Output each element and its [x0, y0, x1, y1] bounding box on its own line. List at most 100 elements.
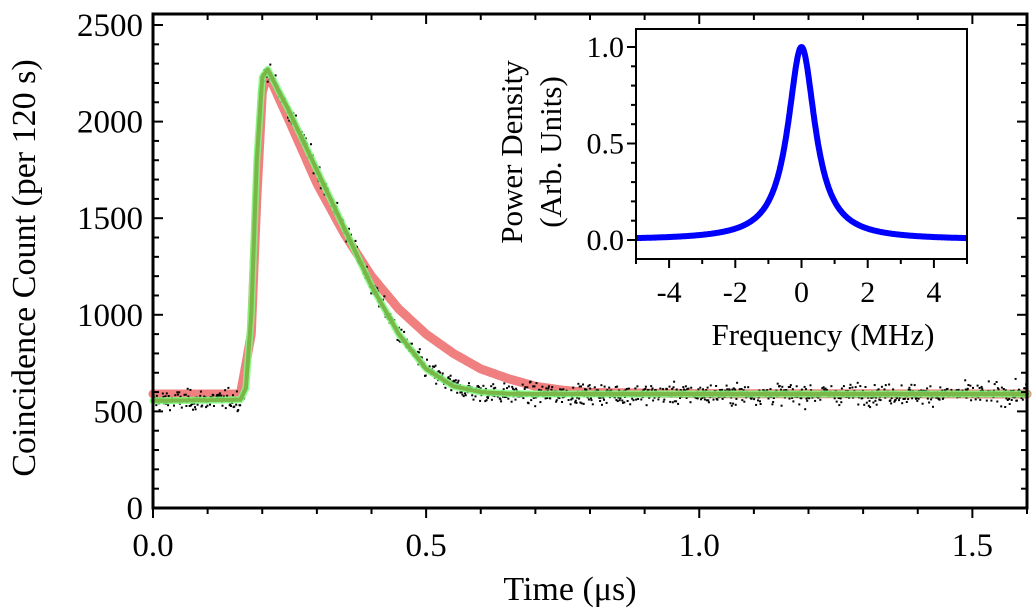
data-point [1017, 388, 1020, 391]
data-point [804, 408, 807, 411]
data-point [567, 399, 570, 401]
data-point [902, 398, 905, 400]
data-point [418, 351, 421, 354]
x-tick-label: 0.5 [406, 528, 447, 564]
data-point [541, 385, 544, 388]
data-point [686, 388, 689, 391]
data-point [555, 400, 558, 403]
data-point [449, 374, 452, 377]
data-point [663, 398, 666, 401]
data-point [1023, 387, 1026, 390]
data-point [759, 400, 761, 403]
data-point [601, 403, 603, 406]
data-point [738, 388, 741, 391]
y-tick-label: 2000 [77, 105, 143, 141]
data-point [538, 388, 541, 391]
data-point [814, 399, 817, 402]
data-point [800, 388, 803, 391]
data-point [523, 387, 526, 390]
data-point [434, 364, 437, 367]
data-point [821, 387, 824, 390]
y-tick-label: 1000 [77, 298, 143, 334]
data-point [800, 397, 803, 400]
data-point [179, 395, 182, 398]
data-point [510, 400, 513, 403]
data-point [448, 378, 451, 381]
data-point [896, 396, 898, 399]
data-point [578, 397, 581, 400]
data-point [635, 398, 638, 401]
data-point [1002, 388, 1005, 390]
data-point [789, 384, 792, 387]
data-point [216, 394, 219, 396]
data-point [854, 386, 857, 389]
data-point [184, 393, 187, 396]
data-point [771, 403, 774, 406]
data-point [191, 403, 194, 406]
data-point [164, 395, 167, 398]
data-point [690, 386, 693, 389]
data-point [482, 384, 485, 387]
data-point [577, 382, 580, 385]
data-point [598, 396, 601, 399]
data-point [650, 385, 653, 388]
data-point [864, 386, 867, 388]
data-point [857, 403, 860, 406]
data-point [671, 401, 674, 404]
data-point [511, 385, 514, 388]
data-point [879, 399, 882, 402]
data-point [625, 387, 628, 390]
data-point [1008, 397, 1011, 400]
data-point [929, 385, 932, 388]
data-point [985, 399, 988, 402]
data-point [993, 383, 996, 386]
data-point [707, 399, 710, 402]
data-point [673, 380, 676, 383]
data-point [709, 384, 712, 387]
data-point [403, 330, 406, 333]
data-point [967, 384, 970, 386]
data-point [707, 401, 710, 404]
data-point [348, 227, 350, 230]
data-point [657, 398, 660, 401]
data-point [603, 398, 605, 401]
data-point [487, 396, 489, 399]
main-plot: 0 500 1000 1500 2000 2500 0.0 0.5 1.0 1.5 Time (μ… [6, 8, 1032, 608]
x-tick-label: 1.0 [679, 528, 720, 564]
data-point [740, 388, 743, 390]
data-point [490, 398, 493, 401]
data-point [917, 397, 920, 400]
data-point [696, 397, 699, 400]
inset-y-tick-label: 0.5 [587, 128, 625, 161]
data-point [900, 384, 903, 387]
data-point [229, 403, 232, 406]
data-point [507, 385, 510, 388]
data-point [544, 397, 547, 400]
data-point [428, 365, 431, 368]
data-point [227, 386, 230, 389]
data-point [460, 391, 463, 394]
inset-x-tick-label: 4 [926, 276, 941, 309]
data-point [582, 402, 585, 405]
data-point [684, 385, 687, 388]
data-point [161, 392, 164, 395]
data-point [626, 400, 629, 402]
data-point [588, 384, 591, 387]
data-point [547, 387, 550, 390]
data-point [435, 382, 438, 385]
data-point [459, 391, 462, 394]
data-point [239, 404, 242, 407]
data-point [274, 74, 277, 77]
data-point [730, 404, 733, 407]
data-point [437, 370, 440, 373]
data-point [783, 389, 786, 392]
data-point [186, 387, 189, 390]
data-point [781, 385, 784, 388]
data-point [743, 386, 746, 389]
data-point [513, 388, 516, 391]
data-point [964, 379, 967, 382]
data-point [155, 404, 158, 407]
data-point [996, 400, 999, 403]
data-point [990, 399, 993, 402]
data-point [856, 381, 859, 384]
